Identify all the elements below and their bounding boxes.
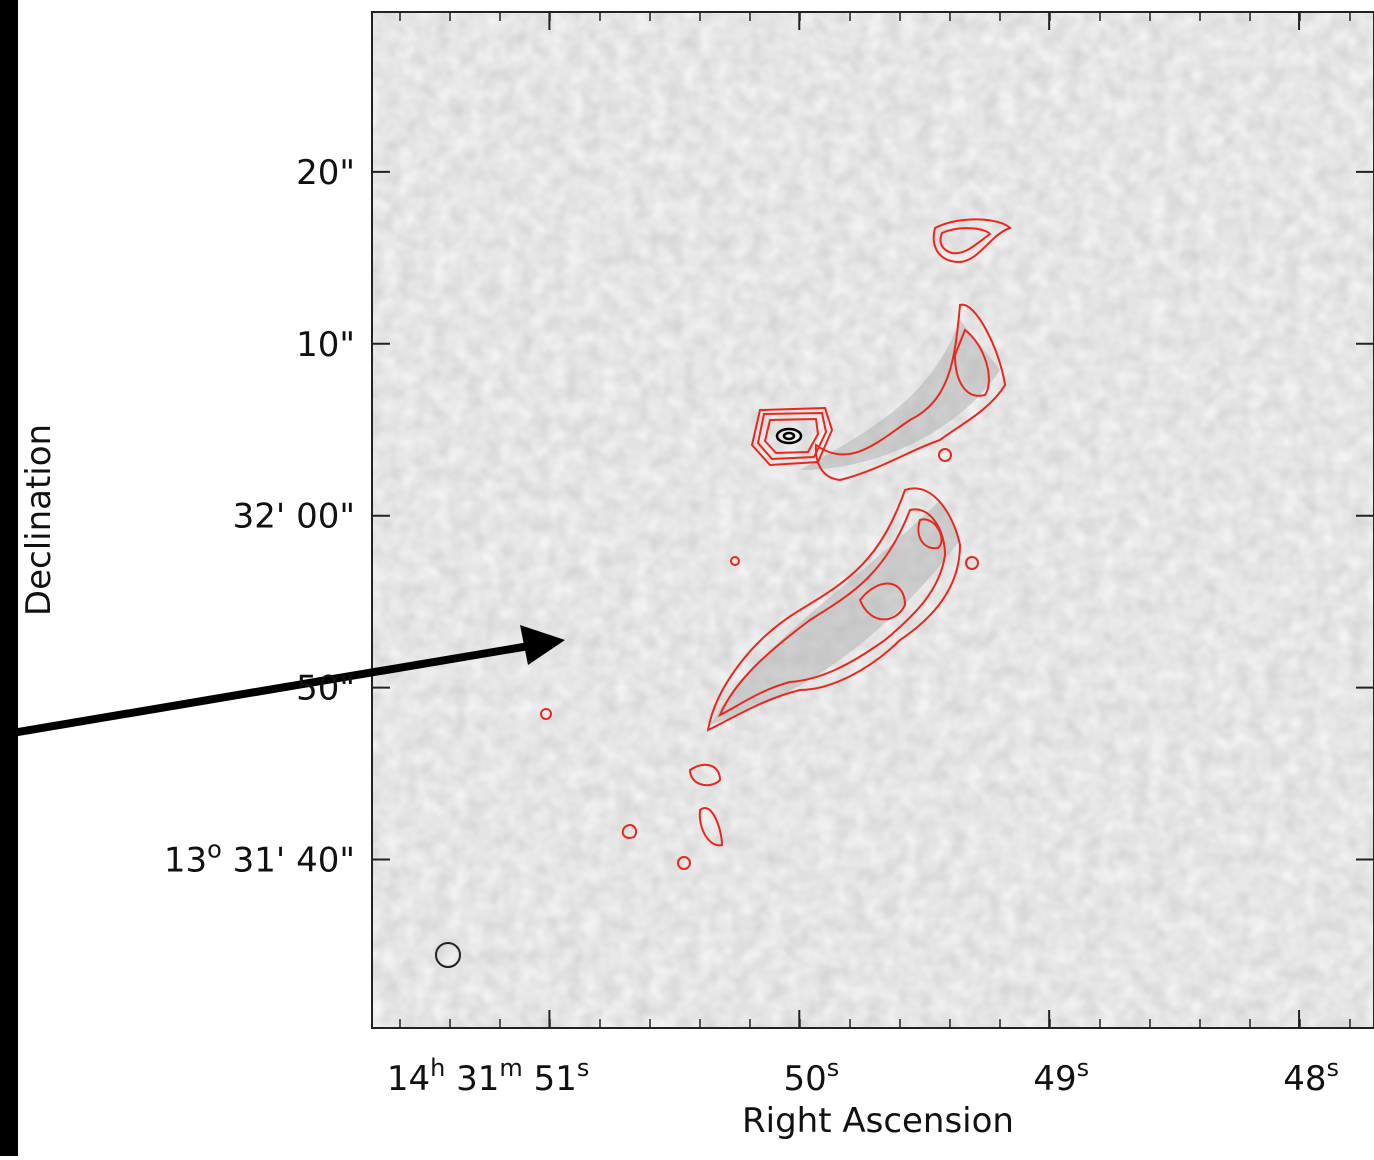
x-tick-label: 14h 31m 51s: [387, 1054, 590, 1099]
beam: [435, 942, 461, 968]
y-tick-label: 10": [296, 325, 355, 365]
contours: [540, 218, 1012, 870]
frame: [371, 11, 1374, 1029]
y-axis-label: Declination: [19, 424, 59, 616]
map-image: [372, 12, 1374, 1028]
side-strip: [0, 0, 18, 1156]
y-tick-label: 32' 00": [233, 497, 355, 537]
x-tick-label: 49s: [1033, 1054, 1089, 1099]
arrow-head: [520, 625, 565, 665]
x-axis-label: Right Ascension: [742, 1101, 1014, 1141]
x-tick-label: 48s: [1283, 1054, 1339, 1099]
y-tick-label: 50": [296, 669, 355, 709]
x-tick-label: 50s: [784, 1054, 840, 1099]
y-tick-label: 20": [296, 153, 355, 193]
y-tick-label: 13o 31' 40": [164, 836, 355, 881]
arrow: [0, 641, 536, 739]
